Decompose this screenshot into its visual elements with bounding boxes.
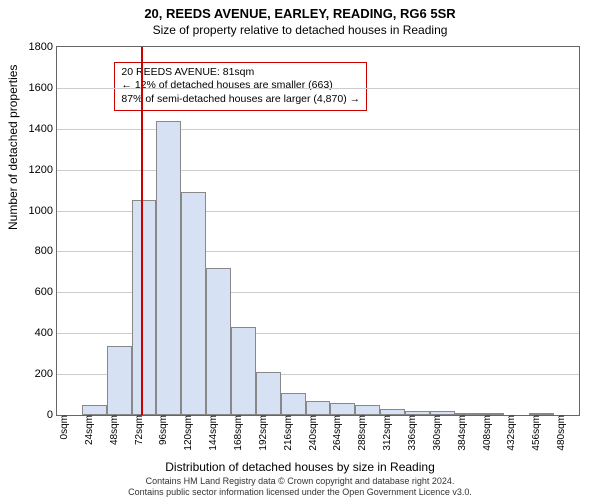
y-tick-label: 1600 bbox=[29, 82, 57, 94]
x-tick-label: 192sqm bbox=[256, 415, 269, 451]
annotation-box: 20 REEDS AVENUE: 81sqm← 12% of detached … bbox=[114, 62, 367, 111]
histogram-bar bbox=[82, 405, 107, 415]
gridline bbox=[57, 88, 579, 89]
x-tick-label: 24sqm bbox=[82, 415, 95, 445]
x-tick-label: 144sqm bbox=[206, 415, 219, 451]
x-tick-label: 120sqm bbox=[181, 415, 194, 451]
histogram-bar bbox=[355, 405, 380, 415]
plot-area: 20 REEDS AVENUE: 81sqm← 12% of detached … bbox=[56, 46, 580, 416]
histogram-bar bbox=[281, 393, 306, 415]
histogram-bar bbox=[330, 403, 355, 415]
x-tick-label: 480sqm bbox=[554, 415, 567, 451]
y-tick-label: 600 bbox=[35, 286, 57, 298]
chart-title: 20, REEDS AVENUE, EARLEY, READING, RG6 5… bbox=[0, 0, 600, 21]
histogram-bar bbox=[156, 121, 181, 415]
x-tick-label: 72sqm bbox=[132, 415, 145, 445]
x-tick-label: 384sqm bbox=[455, 415, 468, 451]
gridline bbox=[57, 170, 579, 171]
chart-subtitle: Size of property relative to detached ho… bbox=[0, 21, 600, 37]
annotation-line: ← 12% of detached houses are smaller (66… bbox=[121, 79, 360, 93]
histogram-bar bbox=[107, 346, 132, 416]
histogram-bar bbox=[430, 411, 455, 415]
histogram-bar bbox=[132, 200, 157, 415]
y-tick-label: 1400 bbox=[29, 123, 57, 135]
annotation-line: 20 REEDS AVENUE: 81sqm bbox=[121, 66, 360, 80]
x-tick-label: 312sqm bbox=[380, 415, 393, 451]
y-tick-label: 200 bbox=[35, 368, 57, 380]
gridline bbox=[57, 129, 579, 130]
histogram-bar bbox=[480, 413, 505, 415]
histogram-bar bbox=[256, 372, 281, 415]
y-tick-label: 1000 bbox=[29, 205, 57, 217]
x-tick-label: 216sqm bbox=[281, 415, 294, 451]
y-tick-label: 1200 bbox=[29, 164, 57, 176]
chart-container: 20, REEDS AVENUE, EARLEY, READING, RG6 5… bbox=[0, 0, 600, 500]
footer-line-2: Contains public sector information licen… bbox=[0, 487, 600, 498]
y-tick-label: 400 bbox=[35, 327, 57, 339]
x-tick-label: 408sqm bbox=[480, 415, 493, 451]
histogram-bar bbox=[231, 327, 256, 415]
x-tick-label: 168sqm bbox=[231, 415, 244, 451]
x-tick-label: 0sqm bbox=[57, 415, 70, 439]
x-axis-label: Distribution of detached houses by size … bbox=[0, 460, 600, 474]
histogram-bar bbox=[529, 413, 554, 415]
histogram-bar bbox=[206, 268, 231, 415]
histogram-bar bbox=[455, 413, 480, 415]
histogram-bar bbox=[380, 409, 405, 415]
y-tick-label: 800 bbox=[35, 245, 57, 257]
x-tick-label: 456sqm bbox=[529, 415, 542, 451]
footer-line-1: Contains HM Land Registry data © Crown c… bbox=[0, 476, 600, 487]
y-axis-label: Number of detached properties bbox=[6, 65, 20, 230]
x-tick-label: 360sqm bbox=[430, 415, 443, 451]
x-tick-label: 288sqm bbox=[355, 415, 368, 451]
x-tick-label: 264sqm bbox=[330, 415, 343, 451]
y-tick-label: 1800 bbox=[29, 41, 57, 53]
footer-credits: Contains HM Land Registry data © Crown c… bbox=[0, 476, 600, 498]
reference-line bbox=[141, 47, 143, 415]
annotation-line: 87% of semi-detached houses are larger (… bbox=[121, 93, 360, 107]
x-tick-label: 432sqm bbox=[504, 415, 517, 451]
histogram-bar bbox=[306, 401, 331, 415]
x-tick-label: 48sqm bbox=[107, 415, 120, 445]
x-tick-label: 240sqm bbox=[306, 415, 319, 451]
y-tick-label: 0 bbox=[47, 409, 57, 421]
x-tick-label: 336sqm bbox=[405, 415, 418, 451]
histogram-bar bbox=[181, 192, 206, 415]
histogram-bar bbox=[405, 411, 430, 415]
x-tick-label: 96sqm bbox=[156, 415, 169, 445]
